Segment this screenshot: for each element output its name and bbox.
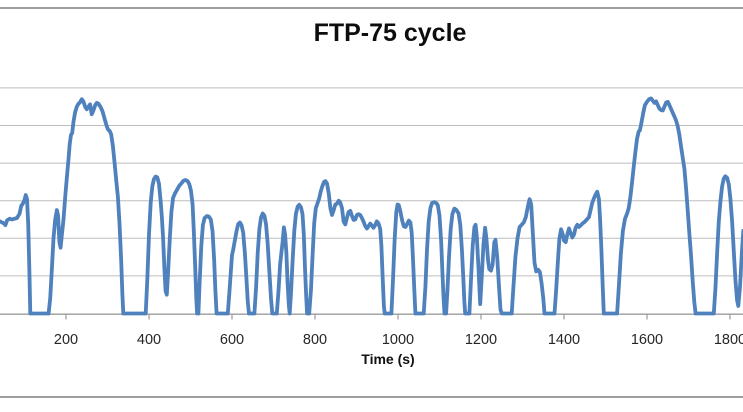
x-axis-tick-label: 600 (220, 332, 244, 348)
x-axis-title: Time (s) (361, 351, 415, 367)
x-axis-tick-label: 400 (137, 332, 161, 348)
x-axis-tick-label: 1200 (465, 332, 497, 348)
x-axis-tick-label: 800 (303, 332, 327, 348)
x-axis-tick-label: 200 (54, 332, 78, 348)
series-line (0, 96, 743, 316)
x-axis-tick-label: 1400 (548, 332, 580, 348)
top-border-rule (0, 7, 743, 9)
bottom-border-rule (0, 396, 743, 398)
x-axis-tick-label: 1600 (631, 332, 663, 348)
x-axis-tick-label: 1000 (382, 332, 414, 348)
x-axis-tick-label: 1800 (714, 332, 743, 348)
chart-title: FTP-75 cycle (313, 19, 467, 47)
